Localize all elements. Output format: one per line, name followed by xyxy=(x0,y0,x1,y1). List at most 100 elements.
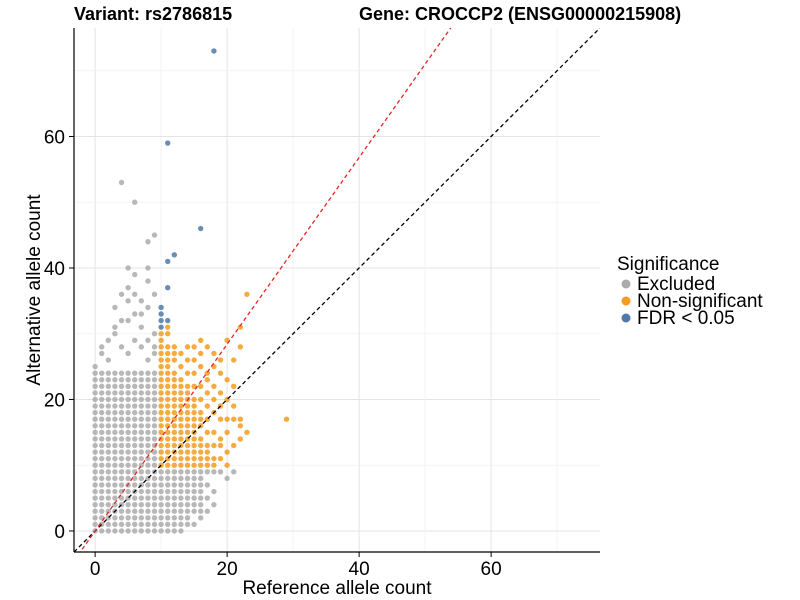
data-point-excluded xyxy=(105,390,112,396)
data-point-excluded xyxy=(138,508,145,514)
data-point-excluded xyxy=(92,462,98,468)
data-point-excluded xyxy=(132,495,138,501)
data-point-non-significant xyxy=(283,416,290,422)
data-point-non-significant xyxy=(224,462,230,468)
data-point-non-significant xyxy=(237,436,244,442)
x-tick-label: 40 xyxy=(349,559,370,580)
data-point-excluded xyxy=(165,495,171,501)
data-point-excluded xyxy=(184,521,191,528)
data-point-non-significant xyxy=(178,409,184,416)
data-point-excluded xyxy=(92,403,98,409)
data-point-non-significant xyxy=(165,331,171,337)
data-point-excluded xyxy=(112,383,118,390)
data-point-non-significant xyxy=(171,429,178,436)
data-point-excluded xyxy=(99,442,105,449)
data-point-excluded xyxy=(178,528,184,534)
data-point-non-significant xyxy=(158,363,164,370)
data-point-non-significant xyxy=(217,416,224,422)
data-point-excluded xyxy=(204,508,211,514)
legend-label-non-significant: Non-significant xyxy=(637,291,763,312)
data-point-excluded xyxy=(105,403,112,409)
data-point-non-significant xyxy=(184,455,191,462)
data-point-excluded xyxy=(99,344,105,350)
data-point-excluded xyxy=(99,383,105,390)
data-point-non-significant xyxy=(165,390,171,396)
data-point-excluded xyxy=(118,423,125,429)
y-tick-label: 0 xyxy=(54,522,65,543)
data-point-excluded xyxy=(99,508,105,514)
data-point-excluded xyxy=(105,488,112,495)
data-point-excluded xyxy=(178,495,184,501)
data-point-excluded xyxy=(171,475,178,482)
data-point-excluded xyxy=(145,377,151,383)
data-point-excluded xyxy=(132,449,138,455)
data-point-excluded xyxy=(198,475,204,482)
data-point-non-significant xyxy=(171,409,178,416)
data-point-non-significant xyxy=(217,370,224,376)
data-point-non-significant xyxy=(184,409,191,416)
data-point-non-significant xyxy=(178,449,184,455)
data-point-excluded xyxy=(204,469,211,475)
data-point-non-significant xyxy=(198,449,204,455)
data-point-excluded xyxy=(132,403,138,409)
legend-marker-fdr xyxy=(621,313,631,323)
data-point-fdr-0-05 xyxy=(165,317,171,324)
data-point-excluded xyxy=(165,488,171,495)
data-point-excluded xyxy=(151,383,158,390)
data-point-excluded xyxy=(145,396,151,403)
data-point-non-significant xyxy=(158,429,164,436)
data-point-excluded xyxy=(184,482,191,488)
data-point-non-significant xyxy=(211,429,217,436)
data-point-excluded xyxy=(99,423,105,429)
data-point-excluded xyxy=(145,357,151,363)
reference-line-fitted xyxy=(79,28,452,552)
data-point-non-significant xyxy=(198,436,204,442)
data-point-excluded xyxy=(151,370,158,376)
data-point-non-significant xyxy=(184,390,191,396)
data-point-non-significant xyxy=(158,344,164,350)
data-point-non-significant xyxy=(171,462,178,468)
data-point-non-significant xyxy=(191,383,197,390)
data-point-excluded xyxy=(125,377,131,383)
data-point-excluded xyxy=(138,409,145,416)
data-point-non-significant xyxy=(198,350,204,357)
data-point-excluded xyxy=(118,488,125,495)
data-point-excluded xyxy=(138,442,145,449)
data-point-non-significant xyxy=(198,442,204,449)
data-point-excluded xyxy=(125,265,131,271)
data-point-excluded xyxy=(125,396,131,403)
data-point-excluded xyxy=(145,390,151,396)
data-point-excluded xyxy=(105,462,112,468)
x-tick-label: 20 xyxy=(217,559,238,580)
data-point-excluded xyxy=(184,488,191,495)
data-point-excluded xyxy=(125,449,131,455)
data-point-excluded xyxy=(125,475,131,482)
data-point-excluded xyxy=(145,521,151,528)
data-point-excluded xyxy=(138,298,145,304)
data-point-excluded xyxy=(118,521,125,528)
data-point-non-significant xyxy=(178,390,184,396)
data-point-excluded xyxy=(171,515,178,521)
data-point-excluded xyxy=(191,495,197,501)
data-point-excluded xyxy=(92,423,98,429)
data-point-excluded xyxy=(118,469,125,475)
data-point-excluded xyxy=(138,403,145,409)
data-point-excluded xyxy=(125,488,131,495)
data-point-non-significant xyxy=(237,324,244,330)
data-point-excluded xyxy=(191,469,197,475)
data-point-non-significant xyxy=(184,383,191,390)
data-point-non-significant xyxy=(158,357,164,363)
data-point-non-significant xyxy=(158,403,164,409)
data-point-excluded xyxy=(132,337,138,343)
data-point-non-significant xyxy=(191,396,197,403)
data-point-non-significant xyxy=(184,423,191,429)
data-point-excluded xyxy=(151,423,158,429)
data-point-excluded xyxy=(198,508,204,514)
data-point-non-significant xyxy=(171,436,178,442)
data-point-excluded xyxy=(138,370,145,376)
data-point-excluded xyxy=(92,383,98,390)
data-point-excluded xyxy=(132,521,138,528)
data-point-non-significant xyxy=(184,449,191,455)
data-point-excluded xyxy=(151,344,158,350)
data-point-excluded xyxy=(151,291,158,297)
